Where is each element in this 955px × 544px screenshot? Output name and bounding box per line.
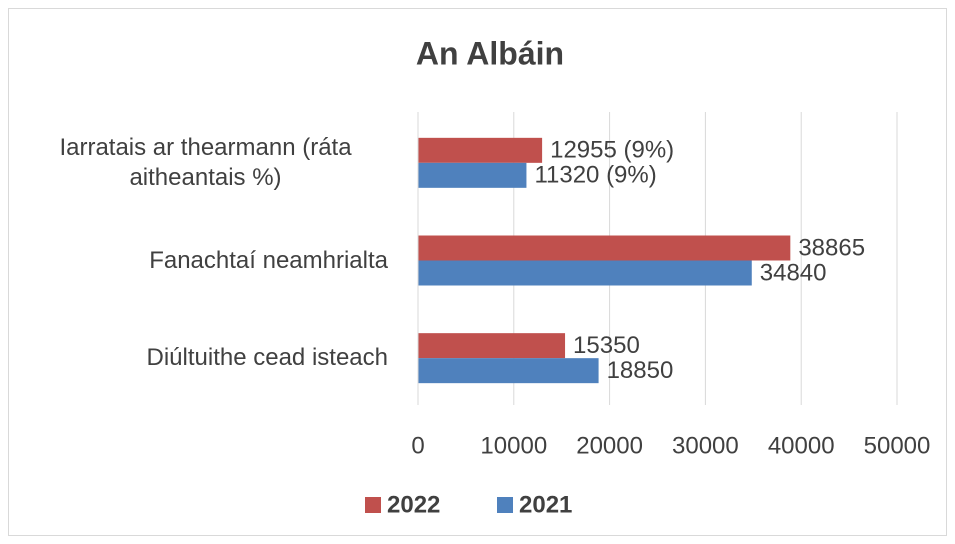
bar (418, 333, 566, 359)
value-label: 11320 (9%) (534, 162, 656, 189)
bar (418, 137, 543, 163)
y-tick-label: Diúltuithe cead isteach (146, 344, 388, 372)
y-tick-label: Fanachtaí neamhrialta (149, 246, 388, 274)
x-tick-label: 30000 (672, 432, 739, 459)
value-label: 34840 (760, 259, 827, 286)
value-label: 18850 (607, 357, 674, 384)
x-tick-label: 20000 (576, 432, 643, 459)
bar (418, 358, 599, 384)
x-tick-label: 0 (411, 432, 424, 459)
legend-label: 2022 (387, 491, 440, 518)
value-label: 15350 (573, 332, 640, 359)
bar (418, 260, 752, 286)
bar (418, 162, 527, 188)
x-tick-label: 50000 (864, 432, 931, 459)
x-tick-label: 40000 (768, 432, 835, 459)
x-tick-label: 10000 (480, 432, 547, 459)
y-tick-label: Iarratais ar thearmann (ráta aitheantais… (59, 133, 352, 191)
value-label: 12955 (9%) (550, 137, 674, 164)
legend-swatch (497, 497, 513, 513)
legend-label: 2021 (519, 491, 572, 518)
value-label: 38865 (798, 234, 865, 261)
chart-title: An Albáin (416, 35, 564, 71)
bar (418, 235, 791, 261)
legend-swatch (365, 497, 381, 513)
